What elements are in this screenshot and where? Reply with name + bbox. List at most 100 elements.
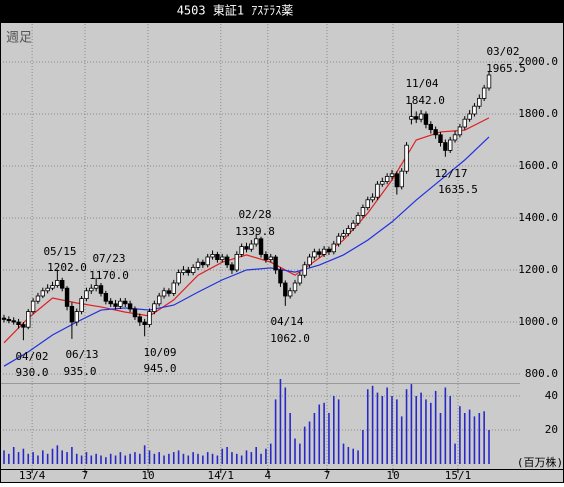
annotation-price: 935.0 [63, 365, 96, 378]
candle-body [394, 173, 400, 188]
candle-body [26, 311, 31, 328]
annotation-price: 945.0 [143, 362, 176, 375]
candle-body [375, 183, 380, 198]
y-tick-label: 1600.0 [518, 159, 558, 172]
candle-body [389, 173, 395, 177]
candle-body [438, 134, 443, 144]
candle-body [452, 134, 458, 141]
annotation-price: 1062.0 [270, 332, 310, 345]
candle-body [152, 303, 157, 312]
y-tick-label: 800.0 [525, 367, 558, 380]
candle-body [331, 243, 336, 253]
y-tick-label: 1800.0 [518, 107, 558, 120]
annotation-price: 930.0 [15, 366, 48, 379]
candle-body [98, 285, 104, 294]
candle-body [6, 318, 12, 322]
candle-body [409, 116, 414, 120]
candle-body [11, 320, 16, 323]
annotation-date: 03/02 [486, 45, 519, 58]
candle-body [312, 251, 317, 258]
y-tick-label: 2000.0 [518, 55, 558, 68]
annotation-date: 05/15 [43, 245, 76, 258]
candle-body [156, 295, 162, 305]
annotation-price: 1339.8 [235, 225, 275, 238]
candle-body [360, 207, 366, 216]
volume-tick-label: 40 [545, 389, 558, 402]
candle-body [462, 118, 467, 128]
candle-body [35, 295, 41, 302]
candle-body [176, 272, 181, 284]
annotation-date: 10/09 [143, 346, 176, 359]
volume-tick-label: 20 [545, 423, 558, 436]
candle-body [263, 253, 269, 260]
candle-body [171, 282, 176, 294]
candle-body [443, 142, 448, 151]
annotation-date: 07/23 [92, 252, 125, 265]
candle-body [123, 300, 128, 305]
candle-body [249, 243, 254, 250]
candle-body [127, 303, 133, 310]
candle-body [55, 279, 60, 286]
candle-body [50, 285, 55, 289]
candle-body [278, 269, 283, 284]
candle-body [297, 274, 303, 284]
candle-body [346, 227, 351, 234]
candle-body [287, 290, 293, 297]
candle-body [253, 238, 259, 245]
candle-body [229, 264, 235, 271]
candle-body [472, 105, 477, 115]
candle-body [79, 298, 84, 313]
candle-body [380, 181, 385, 185]
x-tick-label: 7 [82, 469, 89, 482]
candle-body [186, 269, 191, 273]
x-tick-label: 10 [386, 469, 399, 482]
candle-body [365, 199, 370, 209]
candle-body [239, 246, 244, 255]
annotation-price: 1170.0 [89, 269, 129, 282]
candle-body [418, 113, 424, 120]
candle-body [147, 311, 152, 326]
title-bar [0, 0, 564, 22]
candle-body [161, 290, 167, 297]
x-tick-label: 13/4 [19, 469, 46, 482]
candle-body [166, 290, 172, 294]
candle-body [21, 324, 26, 328]
chart-title: 4503 東証1 ｱｽﾃﾗｽ薬 [177, 4, 294, 18]
period-label: 週足 [6, 31, 32, 46]
annotation-date: 04/02 [15, 350, 48, 363]
candle-body [317, 251, 322, 255]
candle-body [64, 287, 70, 307]
candle-body [244, 246, 249, 250]
candle-body [142, 321, 147, 325]
x-tick-label: 14/1 [208, 469, 235, 482]
candle-body [113, 303, 118, 307]
candle-body [283, 282, 288, 297]
candle-body [273, 256, 278, 271]
candle-body [108, 300, 113, 305]
candle-body [336, 235, 341, 245]
candle-body [195, 261, 201, 268]
candle-body [307, 256, 312, 266]
candle-body [224, 256, 230, 266]
x-tick-label: 7 [324, 469, 331, 482]
candle-body [447, 139, 453, 151]
candle-body [258, 238, 264, 255]
candle-body [74, 311, 79, 323]
candle-body [268, 256, 273, 260]
candle-body [428, 124, 433, 131]
candle-body [16, 321, 21, 325]
candle-body [399, 170, 404, 188]
candle-body [181, 269, 186, 273]
annotation-price: 1965.5 [486, 62, 526, 75]
candle-body [433, 129, 438, 136]
candle-body [486, 74, 492, 89]
x-tick-label: 15/1 [445, 469, 472, 482]
moving-average [3, 136, 490, 367]
candle-body [60, 279, 65, 289]
y-tick-label: 1000.0 [518, 315, 558, 328]
candle-body [467, 113, 472, 120]
candle-body [137, 316, 142, 323]
candle-body [384, 175, 390, 182]
